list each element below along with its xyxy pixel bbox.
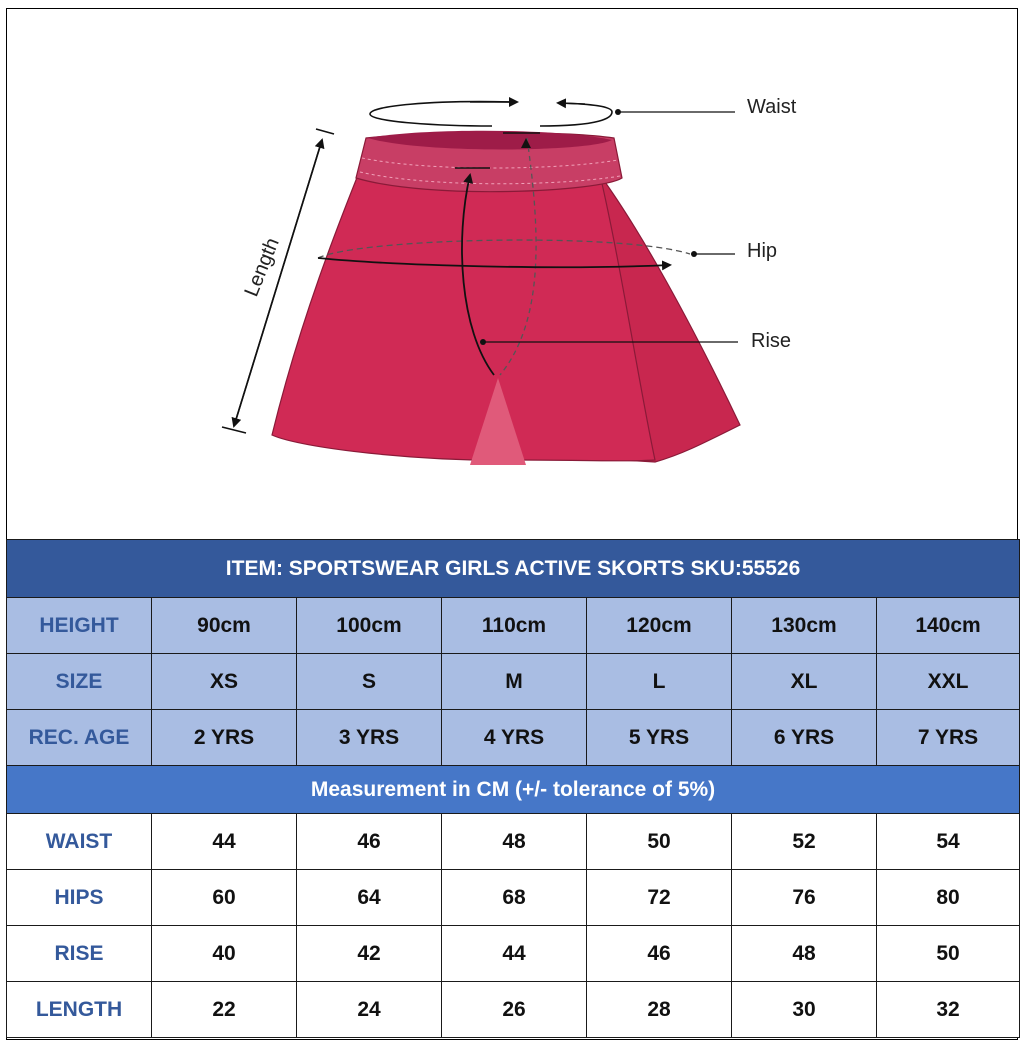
table-cell: 44 [151, 813, 297, 870]
table-cell: 64 [296, 869, 442, 926]
table-cell: 40 [151, 925, 297, 982]
table-title-row: ITEM: SPORTSWEAR GIRLS ACTIVE SKORTS SKU… [5, 539, 1021, 598]
size-chart-table: ITEM: SPORTSWEAR GIRLS ACTIVE SKORTS SKU… [5, 539, 1021, 1038]
table-cell: 50 [875, 925, 1021, 982]
table-row: WAIST 44 46 48 50 52 54 [6, 813, 1021, 870]
waist-label: Waist [747, 96, 797, 118]
measurement-rows: WAIST 44 46 48 50 52 54 HIPS 60 64 68 72 76 80 RISE 40 4… [6, 813, 1021, 1038]
table-cell: XS [151, 653, 297, 710]
hip-label: Hip [747, 240, 778, 262]
table-cell: 44 [441, 925, 587, 982]
table-cell: 26 [441, 981, 587, 1038]
table-row: HIPS 60 64 68 72 76 80 [6, 869, 1021, 926]
table-cell: 2 YRS [151, 709, 297, 766]
table-row: REC. AGE 2 YRS 3 YRS 4 YRS 5 YRS 6 YRS 7 YRS [6, 709, 1021, 766]
table-cell: 60 [151, 869, 297, 926]
table-cell: 100cm [296, 597, 442, 654]
table-cell: 68 [441, 869, 587, 926]
table-cell: 90cm [151, 597, 297, 654]
skort-diagram: Waist Hip Rise Length [221, 96, 797, 465]
table-cell: 48 [441, 813, 587, 870]
table-cell: 30 [731, 981, 877, 1038]
table-cell: 7 YRS [875, 709, 1021, 766]
table-cell: 76 [731, 869, 877, 926]
table-cell: 80 [875, 869, 1021, 926]
table-cell: 22 [151, 981, 297, 1038]
table-cell: 42 [296, 925, 442, 982]
table-cell: 50 [586, 813, 732, 870]
table-cell: 46 [586, 925, 732, 982]
skirt-slit [470, 378, 526, 465]
table-cell: 140cm [875, 597, 1021, 654]
row-label: REC. AGE [6, 709, 152, 766]
table-row: SIZE XS S M L XL XXL [6, 653, 1021, 710]
table-cell: 3 YRS [296, 709, 442, 766]
table-cell: 120cm [586, 597, 732, 654]
table-cell: 48 [731, 925, 877, 982]
page-frame [6, 8, 1018, 1040]
table-cell: XL [731, 653, 877, 710]
table-cell: M [441, 653, 587, 710]
waistband-inner [368, 130, 612, 150]
table-row: HEIGHT 90cm 100cm 110cm 120cm 130cm 140cm [6, 597, 1021, 654]
rise-label: Rise [751, 330, 792, 352]
skort-illustration [221, 97, 741, 465]
table-cell: 32 [875, 981, 1021, 1038]
table-cell: 72 [586, 869, 732, 926]
table-cell: 52 [731, 813, 877, 870]
row-label: HEIGHT [6, 597, 152, 654]
table-title: ITEM: SPORTSWEAR GIRLS ACTIVE SKORTS SKU… [5, 539, 1021, 598]
row-label: HIPS [6, 869, 152, 926]
table-cell: 4 YRS [441, 709, 587, 766]
row-label: RISE [6, 925, 152, 982]
measurement-band: Measurement in CM (+/- tolerance of 5%) [5, 765, 1021, 814]
table-cell: L [586, 653, 732, 710]
row-label: LENGTH [6, 981, 152, 1038]
row-label: WAIST [6, 813, 152, 870]
table-cell: 6 YRS [731, 709, 877, 766]
table-cell: 24 [296, 981, 442, 1038]
table-cell: XXL [875, 653, 1021, 710]
table-cell: S [296, 653, 442, 710]
spec-rows: HEIGHT 90cm 100cm 110cm 120cm 130cm 140cm SIZE X… [6, 597, 1021, 766]
row-label: SIZE [6, 653, 152, 710]
table-row: LENGTH 22 24 26 28 30 32 [6, 981, 1021, 1038]
table-cell: 46 [296, 813, 442, 870]
table-row: RISE 40 42 44 46 48 50 [6, 925, 1021, 982]
table-cell: 130cm [731, 597, 877, 654]
table-cell: 5 YRS [586, 709, 732, 766]
table-cell: 54 [875, 813, 1021, 870]
table-cell: 110cm [441, 597, 587, 654]
table-cell: 28 [586, 981, 732, 1038]
measurement-band-row: Measurement in CM (+/- tolerance of 5%) [5, 765, 1021, 814]
